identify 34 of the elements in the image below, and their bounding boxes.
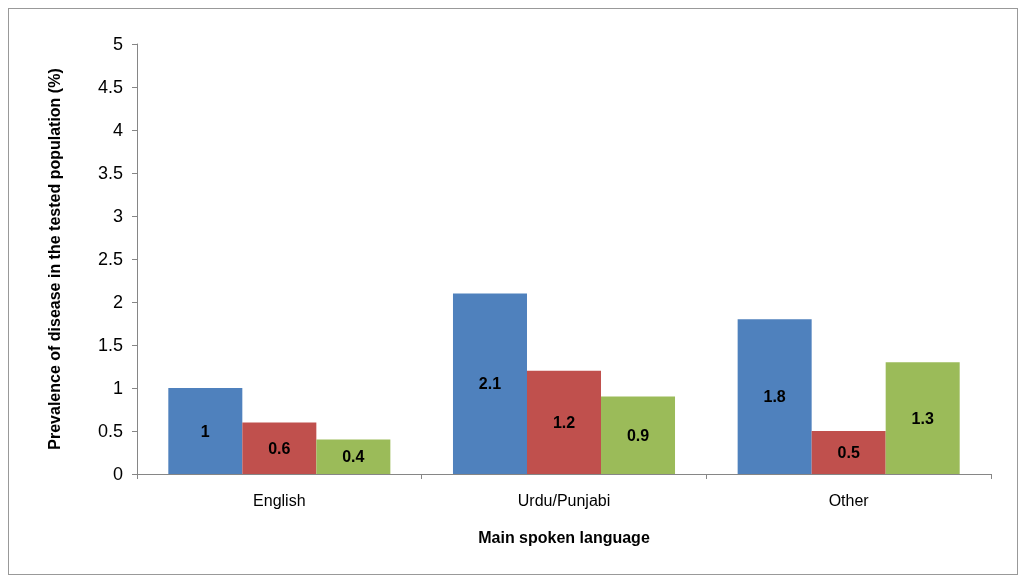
bar: [885, 362, 960, 474]
y-tick-label: 0: [112, 464, 123, 484]
x-axis-title: Main spoken language: [478, 528, 650, 546]
bar: [242, 422, 317, 474]
y-tick-label: 1.5: [97, 335, 123, 355]
data-label: 2.1: [478, 375, 502, 393]
y-tick-label: 2.5: [97, 249, 123, 269]
y-tick-label: 4: [112, 120, 123, 140]
x-tick-label: Other: [828, 491, 870, 509]
y-axis-title: Prevalence of disease in the tested population (%): [45, 68, 63, 450]
bar: [526, 370, 602, 474]
data-label: 1.8: [763, 388, 786, 406]
data-label: 0.9: [626, 426, 650, 444]
x-tick-label: English: [253, 491, 306, 509]
data-label: 0.6: [268, 439, 291, 457]
bar: [316, 439, 391, 474]
data-label: 0.5: [837, 444, 860, 461]
y-tick-label: 3.5: [97, 163, 123, 183]
x-tick-label: Urdu/Punjabi: [517, 491, 611, 509]
bar: [168, 388, 243, 474]
data-label: 0.4: [342, 448, 365, 466]
y-tick-label: 3: [112, 206, 123, 226]
y-tick-label: 5: [112, 34, 123, 54]
data-label: 1.3: [911, 409, 934, 427]
bar: [737, 319, 812, 474]
y-tick-label: 4.5: [97, 77, 123, 97]
bar: [811, 431, 886, 474]
bar: [452, 293, 527, 474]
y-tick-label: 0.5: [97, 421, 123, 441]
bar: [601, 396, 676, 474]
y-tick-label: 2: [112, 292, 123, 312]
data-label: 1: [200, 422, 210, 440]
data-label: 1.2: [552, 413, 576, 431]
y-tick-label: 1: [112, 378, 123, 398]
